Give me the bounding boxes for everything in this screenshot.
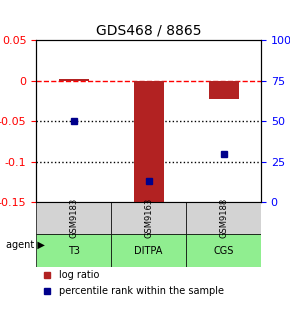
Text: T3: T3 — [68, 246, 80, 256]
FancyBboxPatch shape — [186, 202, 261, 235]
FancyBboxPatch shape — [111, 202, 186, 235]
Bar — [59, 79, 89, 81]
Text: percentile rank within the sample: percentile rank within the sample — [59, 286, 224, 296]
Text: GSM9183: GSM9183 — [69, 198, 78, 238]
FancyBboxPatch shape — [36, 202, 111, 235]
Text: agent ▶: agent ▶ — [6, 240, 45, 250]
Text: CGS: CGS — [213, 246, 234, 256]
Text: DITPA: DITPA — [135, 246, 163, 256]
Text: GSM9163: GSM9163 — [144, 198, 153, 238]
FancyBboxPatch shape — [36, 235, 111, 267]
Bar — [209, 81, 238, 98]
Title: GDS468 / 8865: GDS468 / 8865 — [96, 24, 201, 38]
Text: log ratio: log ratio — [59, 270, 99, 280]
Text: GSM9188: GSM9188 — [219, 198, 228, 238]
Bar — [134, 81, 164, 206]
FancyBboxPatch shape — [186, 235, 261, 267]
FancyBboxPatch shape — [111, 235, 186, 267]
